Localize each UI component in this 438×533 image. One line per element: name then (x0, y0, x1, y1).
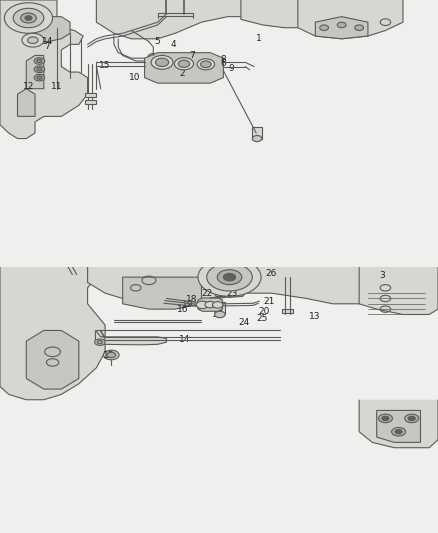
Circle shape (107, 352, 116, 358)
Text: 7: 7 (44, 42, 50, 51)
Circle shape (408, 416, 415, 421)
Bar (85, 100, 96, 104)
Text: 23: 23 (226, 289, 238, 297)
Bar (252, 127, 262, 139)
Polygon shape (96, 0, 263, 39)
Circle shape (13, 9, 44, 28)
Text: 2: 2 (179, 69, 184, 78)
Text: 19: 19 (182, 300, 193, 309)
Circle shape (205, 302, 215, 308)
Circle shape (21, 13, 36, 23)
Circle shape (178, 60, 190, 67)
Text: 13: 13 (309, 312, 320, 321)
Circle shape (223, 273, 236, 281)
Polygon shape (26, 55, 44, 88)
Text: 11: 11 (51, 82, 63, 91)
Polygon shape (88, 266, 394, 304)
Polygon shape (95, 330, 166, 345)
Circle shape (378, 414, 392, 423)
Circle shape (207, 263, 252, 291)
Circle shape (320, 25, 328, 30)
Text: 9: 9 (228, 64, 234, 73)
Polygon shape (315, 17, 368, 39)
Polygon shape (35, 17, 70, 42)
Text: 3: 3 (379, 271, 385, 279)
Circle shape (212, 302, 223, 308)
Text: 7: 7 (189, 51, 195, 60)
Text: 14: 14 (179, 335, 191, 344)
Circle shape (28, 37, 38, 44)
Text: 20: 20 (208, 270, 219, 278)
Circle shape (151, 55, 173, 69)
Polygon shape (359, 266, 438, 314)
Circle shape (392, 427, 406, 436)
Polygon shape (198, 298, 223, 311)
Circle shape (395, 430, 402, 434)
Polygon shape (18, 88, 35, 116)
Text: 25: 25 (256, 314, 268, 323)
Text: 22: 22 (201, 289, 212, 297)
Circle shape (337, 22, 346, 28)
Text: 10: 10 (129, 72, 141, 82)
Text: 14: 14 (42, 37, 53, 45)
Circle shape (174, 58, 194, 70)
Text: 8: 8 (220, 55, 226, 64)
Circle shape (37, 76, 42, 79)
Bar (215, 302, 225, 314)
Polygon shape (0, 0, 88, 139)
Circle shape (198, 258, 261, 296)
Text: 17: 17 (212, 310, 223, 319)
Circle shape (197, 59, 215, 70)
Text: 15: 15 (103, 351, 114, 360)
Circle shape (252, 135, 262, 142)
Polygon shape (0, 266, 123, 400)
Circle shape (34, 58, 45, 64)
Bar (85, 93, 96, 97)
Circle shape (148, 53, 159, 60)
Polygon shape (145, 53, 223, 83)
Polygon shape (298, 0, 403, 39)
Circle shape (25, 16, 32, 20)
Circle shape (34, 66, 45, 72)
Circle shape (355, 25, 364, 30)
Polygon shape (214, 277, 245, 297)
Circle shape (201, 61, 211, 68)
Text: 21: 21 (263, 297, 275, 305)
Circle shape (34, 74, 45, 81)
Text: 4: 4 (170, 40, 176, 49)
Bar (282, 309, 293, 313)
Polygon shape (26, 330, 79, 389)
Circle shape (382, 416, 389, 421)
Circle shape (215, 311, 225, 318)
Polygon shape (359, 400, 438, 448)
Text: 6: 6 (220, 59, 226, 68)
Circle shape (217, 270, 242, 285)
Text: 20: 20 (258, 307, 269, 316)
Text: 12: 12 (23, 82, 34, 91)
Text: 15: 15 (99, 61, 110, 70)
Text: 24: 24 (239, 318, 250, 327)
Text: 18: 18 (186, 295, 198, 304)
Polygon shape (377, 410, 420, 442)
Polygon shape (123, 277, 201, 309)
Text: 1: 1 (255, 34, 261, 43)
Circle shape (37, 68, 42, 71)
Text: 5: 5 (154, 37, 160, 45)
Circle shape (22, 33, 44, 47)
Circle shape (97, 341, 102, 344)
Circle shape (155, 58, 169, 67)
Circle shape (95, 339, 105, 345)
Text: 16: 16 (177, 305, 188, 314)
Circle shape (37, 59, 42, 63)
Text: 26: 26 (265, 270, 276, 278)
Circle shape (4, 3, 53, 33)
Polygon shape (241, 0, 333, 28)
Circle shape (196, 301, 208, 309)
Circle shape (405, 414, 419, 423)
Circle shape (103, 350, 119, 360)
